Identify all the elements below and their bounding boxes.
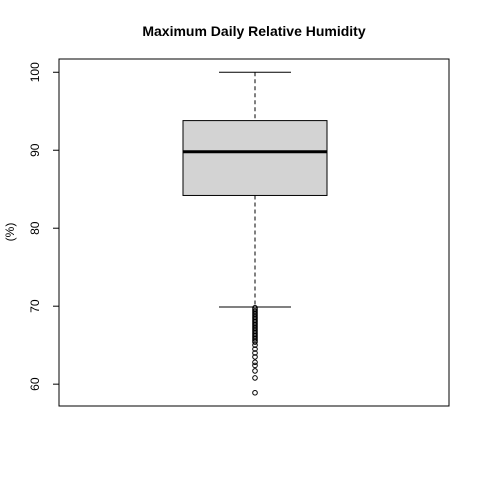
outlier-point — [252, 342, 258, 348]
outlier-point — [252, 350, 258, 356]
outliers-group — [252, 304, 258, 396]
outlier-point — [252, 339, 258, 345]
box-iqr — [182, 120, 328, 196]
outlier-point — [252, 359, 258, 366]
y-axis-label: (%) — [3, 223, 17, 242]
chart-title: Maximum Daily Relative Humidity — [142, 23, 366, 39]
y-tick-label-80: 80 — [28, 221, 42, 235]
outlier-point — [252, 346, 258, 352]
y-tick-label-90: 90 — [28, 143, 42, 157]
y-tick-label-100: 100 — [28, 62, 42, 82]
outlier-point — [252, 354, 258, 360]
y-tick-label-70: 70 — [28, 299, 42, 313]
outlier-point — [252, 368, 258, 374]
y-axis: 60 70 80 90 100 — [28, 62, 59, 391]
outlier-point — [252, 362, 258, 369]
plot-frame — [58, 58, 450, 407]
outlier-point — [252, 389, 258, 396]
y-tick-label-60: 60 — [28, 377, 42, 391]
outlier-point — [252, 375, 258, 381]
box-group — [182, 71, 328, 308]
